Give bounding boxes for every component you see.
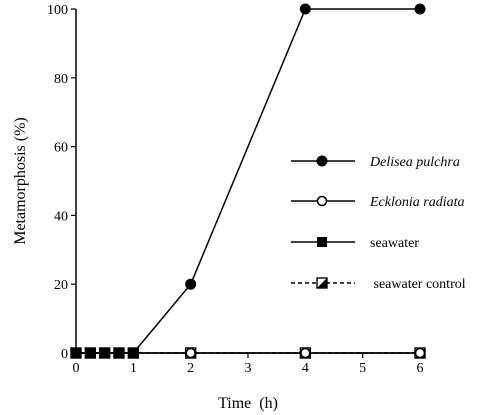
data-point: [85, 348, 96, 358]
legend-label: seawater: [370, 236, 419, 251]
x-tick-label: 1: [130, 361, 137, 376]
data-point: [185, 347, 196, 359]
data-point: [300, 347, 311, 359]
legend-marker: [317, 237, 327, 247]
x-axis-title: Time (h): [218, 395, 278, 412]
x-tick-label: 0: [73, 361, 80, 376]
legend-marker: [316, 195, 328, 207]
y-tick-label: 60: [54, 141, 68, 156]
legend-label: Delisea pulchra: [369, 155, 460, 170]
data-point: [185, 278, 197, 290]
legend-label: seawater control: [370, 277, 466, 292]
axes: [75, 9, 420, 354]
data-point: [414, 3, 426, 15]
data-point: [99, 348, 110, 358]
x-tick-label: 4: [302, 361, 309, 376]
y-tick-label: 20: [54, 278, 68, 293]
y-tick-label: 0: [61, 347, 68, 362]
series-0: [70, 3, 426, 359]
legend-marker: [316, 155, 328, 167]
x-tick-label: 6: [417, 361, 424, 376]
series-2: [71, 348, 139, 358]
y-axis-title: Metamorphosis (%): [12, 117, 29, 245]
legend-marker: [316, 277, 328, 289]
data-point: [128, 348, 139, 358]
legend: Delisea pulchra Ecklonia radiata seawater …: [291, 155, 466, 292]
data-point: [299, 3, 311, 15]
legend-label: Ecklonia radiata: [369, 195, 465, 210]
x-tick-label: 5: [359, 361, 366, 376]
y-tick-label: 100: [47, 3, 68, 18]
series-layer: [70, 3, 426, 359]
legend-item: Ecklonia radiata: [291, 195, 465, 210]
data-point: [414, 347, 426, 359]
legend-item: seawater control: [291, 277, 466, 292]
legend-item: seawater: [291, 236, 419, 251]
data-point: [114, 348, 124, 358]
series-line: [76, 8, 420, 354]
data-point: [71, 348, 81, 358]
x-tick-label: 2: [187, 361, 194, 376]
legend-item: Delisea pulchra: [291, 155, 460, 170]
y-tick-label: 40: [54, 209, 68, 224]
x-tick-label: 3: [245, 361, 252, 376]
y-tick-label: 80: [54, 72, 68, 87]
